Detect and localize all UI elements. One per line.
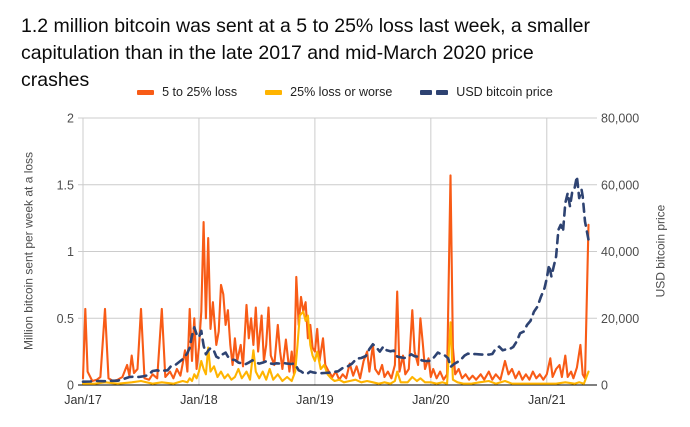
series-line-usd-bitcoin-price [81, 175, 590, 384]
series-line-5-to-25-loss [81, 174, 590, 383]
y-left-tick-label: 0.5 [57, 312, 74, 326]
y-left-tick-label: 1 [67, 245, 74, 259]
y-right-tick-label: 60,000 [601, 178, 639, 192]
x-tick-label: Jan/20 [412, 393, 450, 407]
y-right-tick-label: 80,000 [601, 112, 639, 126]
x-tick-label: Jan/17 [64, 393, 102, 407]
legend-label: 25% loss or worse [290, 85, 393, 99]
legend-label: USD bitcoin price [456, 85, 553, 99]
legend-item-25-loss-or-worse: 25% loss or worse [265, 85, 392, 99]
x-tick-label: Jan/21 [528, 393, 566, 407]
legend-swatch-yellow-line-icon [265, 89, 283, 95]
y-left-tick-label: 2 [67, 112, 74, 126]
series-line-25-loss-or-worse [81, 310, 590, 385]
legend-label: 5 to 25% loss [162, 85, 238, 99]
y-left-tick-label: 1.5 [57, 178, 74, 192]
legend-item-5-to-25-loss: 5 to 25% loss [137, 85, 237, 99]
legend-swatch-navy-dashed-line-icon [420, 89, 449, 95]
chart-title: 1.2 million bitcoin was sent at a 5 to 2… [21, 15, 591, 91]
y-right-tick-label: 0 [601, 379, 608, 393]
legend-swatch-orange-line-icon [137, 89, 155, 95]
y-right-tick-label: 40,000 [601, 245, 639, 259]
x-tick-label: Jan/19 [296, 393, 334, 407]
y-right-tick-label: 20,000 [601, 312, 639, 326]
legend-item-usd-bitcoin-price: USD bitcoin price [420, 85, 553, 99]
x-tick-label: Jan/18 [180, 393, 218, 407]
legend: 5 to 25% loss 25% loss or worse USD bitc… [0, 85, 690, 99]
y-left-tick-label: 0 [67, 379, 74, 393]
